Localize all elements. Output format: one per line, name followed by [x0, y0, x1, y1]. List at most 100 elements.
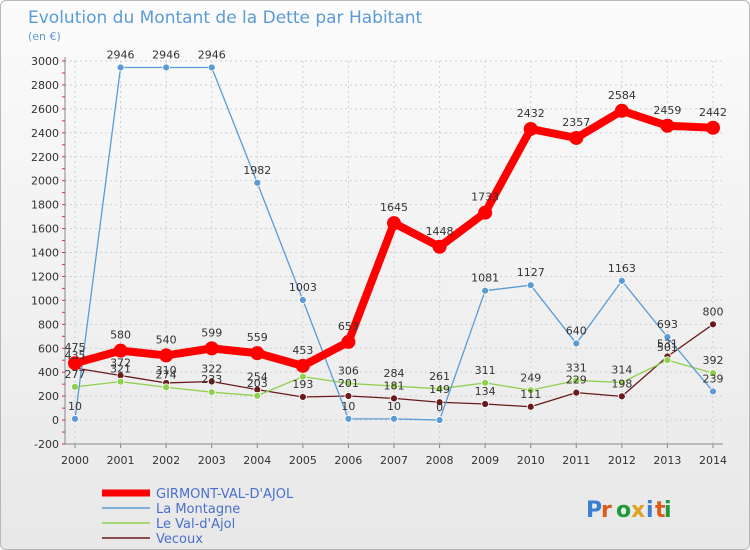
legend-label: GIRMONT-VAL-D'AJOL: [156, 487, 294, 502]
data-point: [481, 378, 490, 387]
data-point: [663, 333, 672, 342]
x-tick-label: 2013: [653, 454, 681, 467]
data-point: [207, 377, 216, 386]
brand-letter: x: [631, 498, 645, 523]
data-label: 1127: [517, 266, 545, 279]
data-point: [71, 414, 79, 423]
data-label: 501: [657, 341, 678, 354]
data-point: [526, 386, 535, 395]
data-label: 201: [338, 377, 359, 390]
data-label: 149: [429, 383, 450, 396]
data-label: 2432: [517, 107, 545, 120]
x-tick-label: 2011: [562, 454, 590, 467]
data-label: 193: [292, 378, 313, 391]
x-tick-label: 2012: [608, 454, 636, 467]
data-point: [481, 400, 490, 408]
series-layer: [68, 63, 720, 424]
chart-title: Evolution du Montant de la Dette par Hab…: [28, 8, 423, 28]
data-label: 233: [201, 373, 222, 386]
x-tick-label: 2000: [61, 454, 89, 467]
data-point: [435, 384, 444, 393]
data-label: 372: [110, 357, 131, 370]
brand-letter: P: [586, 498, 602, 523]
y-tick-label: 3000: [31, 55, 59, 68]
x-tick-label: 2001: [107, 454, 135, 467]
data-label: 249: [520, 371, 541, 384]
brand-letter: o: [616, 498, 631, 523]
data-point: [162, 63, 171, 72]
data-point: [344, 392, 353, 400]
data-label: 1448: [426, 225, 454, 238]
data-label: 2459: [653, 104, 681, 117]
data-point: [204, 341, 219, 356]
data-point: [341, 334, 356, 349]
y-tick-label: -200: [34, 438, 59, 451]
y-tick-label: 400: [38, 366, 59, 379]
data-point: [706, 120, 720, 135]
x-tick-label: 2004: [243, 454, 271, 467]
data-point: [390, 414, 398, 423]
data-point: [526, 402, 535, 411]
legend-label: Vecoux: [156, 532, 203, 547]
data-point: [344, 379, 353, 388]
data-label: 1163: [608, 262, 636, 275]
data-label: 559: [247, 331, 268, 344]
data-label: 284: [384, 367, 405, 380]
data-point: [614, 103, 629, 118]
chart-subtitle: (en €): [28, 30, 61, 43]
y-tick-label: 2200: [31, 151, 59, 164]
data-point: [523, 121, 538, 136]
x-axis: 2000 2001 2002 2003 2004 2005 2006 2007 2008 2009…: [61, 443, 727, 467]
data-label: 640: [566, 324, 587, 337]
data-label: 311: [475, 364, 496, 377]
data-point: [572, 339, 581, 348]
data-point: [569, 130, 584, 145]
data-label: 2357: [562, 116, 590, 129]
data-label: 2442: [699, 106, 727, 119]
data-label: 134: [475, 385, 496, 398]
x-tick-label: 2010: [517, 454, 545, 467]
data-point: [116, 377, 125, 386]
brand-letter: r: [601, 498, 612, 523]
y-tick-label: 800: [38, 318, 59, 331]
x-tick-label: 2014: [699, 454, 727, 467]
data-label: 322: [201, 363, 222, 376]
data-point: [298, 296, 307, 304]
data-point: [116, 63, 125, 72]
data-label: 274: [156, 368, 177, 381]
data-label: 10: [341, 400, 355, 413]
data-point: [435, 416, 444, 424]
data-label: 1733: [471, 191, 499, 204]
x-tick-label: 2008: [426, 454, 454, 467]
data-point: [295, 358, 310, 373]
data-label: 277: [65, 368, 86, 381]
y-tick-label: 1200: [31, 270, 59, 283]
data-label: 10: [387, 400, 401, 413]
x-tick-label: 2002: [152, 454, 180, 467]
y-tick-label: 200: [38, 390, 59, 403]
data-point: [481, 286, 490, 295]
data-point: [617, 392, 626, 401]
data-point: [298, 393, 307, 401]
data-label: 800: [703, 305, 724, 318]
data-label: 2584: [608, 89, 636, 102]
brand-letter: i: [664, 498, 672, 523]
data-label: 306: [338, 364, 359, 377]
data-label: 331: [566, 361, 587, 374]
data-label: 2946: [198, 48, 226, 61]
data-point: [207, 388, 216, 397]
data-label: 453: [292, 344, 313, 357]
y-tick-label: 1400: [31, 247, 59, 260]
data-point: [390, 382, 398, 390]
data-label: 531: [657, 338, 678, 351]
data-label: 540: [156, 333, 177, 346]
data-label: 310: [156, 364, 177, 377]
data-point: [617, 378, 626, 387]
data-label: 1645: [380, 201, 408, 214]
y-tick-label: 2800: [31, 79, 59, 92]
data-label: 229: [566, 374, 587, 387]
x-tick-label: 2005: [289, 454, 317, 467]
data-point: [663, 356, 672, 364]
data-label: 693: [657, 318, 678, 331]
